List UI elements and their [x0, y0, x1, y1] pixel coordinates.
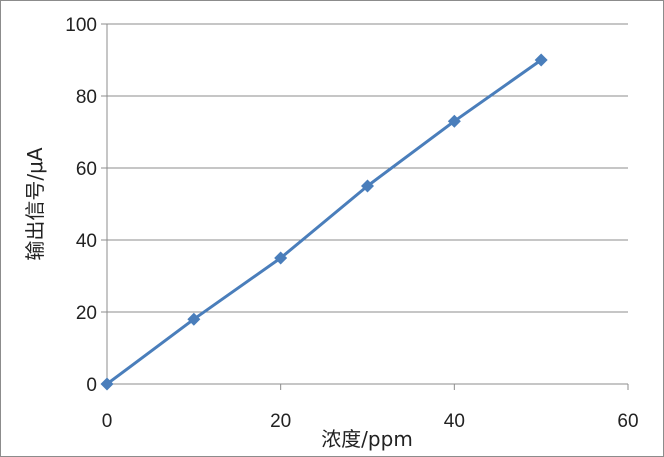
- tick-labels: 0 20 40 60 80 100 0 20 40 60: [65, 15, 638, 432]
- y-tick-label-40: 40: [76, 231, 97, 252]
- y-tick-label-20: 20: [76, 303, 97, 324]
- y-tick-label-0: 0: [86, 375, 97, 396]
- x-tick-label-0: 0: [102, 411, 113, 432]
- data-point-20: [274, 251, 288, 265]
- x-tick-label-20: 20: [270, 411, 291, 432]
- series-line-0: [106, 58, 543, 386]
- data-point-30: [361, 179, 374, 193]
- x-axis-title: 浓度/ppm: [321, 427, 413, 451]
- data-point-0: [100, 377, 114, 391]
- data-point-50: [534, 53, 548, 67]
- y-tick-label-80: 80: [76, 87, 97, 108]
- data-point-40: [447, 114, 461, 128]
- x-tick-label-60: 60: [617, 411, 638, 432]
- y-axis-title: 输出信号/μA: [23, 147, 47, 260]
- y-tick-label-100: 100: [65, 15, 97, 36]
- axes: [101, 23, 629, 390]
- gridlines: [107, 23, 628, 313]
- data-series: [100, 53, 548, 391]
- data-point-10: [187, 312, 201, 326]
- y-tick-label-60: 60: [76, 159, 97, 180]
- x-tick-label-40: 40: [444, 411, 465, 432]
